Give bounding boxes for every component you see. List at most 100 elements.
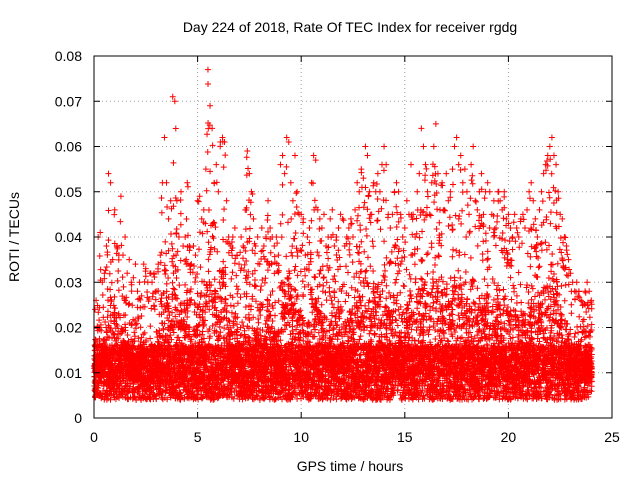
data-point: [279, 234, 285, 240]
data-point: [286, 275, 292, 281]
data-point: [170, 280, 176, 286]
data-point: [290, 198, 296, 204]
data-point: [285, 219, 291, 225]
data-point: [222, 152, 228, 158]
data-point: [175, 334, 181, 340]
data-point: [147, 323, 153, 329]
data-point: [116, 287, 122, 293]
data-point: [129, 302, 135, 308]
data-point: [320, 283, 326, 289]
data-point: [115, 278, 121, 284]
data-point: [272, 254, 278, 260]
data-point: [300, 293, 306, 299]
data-point: [327, 216, 333, 222]
data-point: [111, 212, 117, 218]
data-point: [98, 267, 104, 273]
data-point: [176, 282, 182, 288]
data-point: [137, 305, 143, 311]
data-point: [244, 148, 250, 154]
data-point: [294, 204, 300, 210]
data-point: [207, 103, 213, 109]
data-point: [293, 263, 299, 269]
data-point: [188, 286, 194, 292]
data-point: [258, 248, 264, 254]
data-point: [252, 277, 258, 283]
data-point: [318, 238, 324, 244]
data-point: [129, 288, 135, 294]
data-point: [234, 283, 240, 289]
data-point: [143, 273, 149, 279]
data-point: [178, 222, 184, 228]
data-point: [197, 264, 203, 270]
data-point: [205, 149, 211, 155]
data-point: [316, 271, 322, 277]
data-point: [256, 308, 262, 314]
data-point: [111, 305, 117, 311]
data-point: [327, 289, 333, 295]
data-point: [152, 306, 158, 312]
data-point: [229, 239, 235, 245]
data-point: [118, 193, 124, 199]
data-point: [105, 237, 111, 243]
data-point: [182, 282, 188, 288]
data-point: [220, 259, 226, 265]
data-point: [328, 297, 334, 303]
data-point: [272, 313, 278, 319]
data-point: [173, 126, 179, 132]
data-point: [288, 180, 294, 186]
data-point: [135, 304, 141, 310]
data-point: [232, 260, 238, 266]
data-point: [173, 230, 179, 236]
data-point: [132, 261, 138, 267]
data-point: [103, 243, 109, 249]
data-point: [312, 274, 318, 280]
data-point: [249, 247, 255, 253]
data-point: [214, 249, 220, 255]
data-point: [229, 269, 235, 275]
data-point: [235, 300, 241, 306]
data-point: [107, 271, 113, 277]
data-point: [228, 276, 234, 282]
data-point: [244, 154, 250, 160]
data-point: [319, 302, 325, 308]
data-point: [180, 243, 186, 249]
data-point: [260, 247, 266, 253]
data-point: [293, 230, 299, 236]
data-point: [314, 249, 320, 255]
data-point: [221, 206, 227, 212]
data-point: [182, 234, 188, 240]
data-point: [196, 246, 202, 252]
data-point: [295, 272, 301, 278]
data-point: [255, 234, 261, 240]
data-point: [115, 268, 121, 274]
data-point: [300, 338, 306, 344]
data-point: [100, 304, 106, 310]
data-point: [327, 293, 333, 299]
data-point: [205, 268, 211, 274]
data-point: [164, 180, 170, 186]
data-point: [252, 282, 258, 288]
data-point: [165, 275, 171, 281]
data-point: [163, 268, 169, 274]
data-point: [120, 274, 126, 280]
data-point: [142, 330, 148, 336]
data-point: [242, 262, 248, 268]
data-point: [187, 289, 193, 295]
data-point: [294, 189, 300, 195]
data-point: [178, 211, 184, 217]
roti-scatter-chart: Day 224 of 2018, Rate Of TEC Index for r…: [0, 0, 640, 480]
data-point: [197, 229, 203, 235]
data-point: [261, 243, 267, 249]
data-point: [240, 255, 246, 261]
data-point: [324, 250, 330, 256]
data-point: [300, 278, 306, 284]
data-point: [324, 279, 330, 285]
data-point: [221, 335, 227, 341]
data-point: [215, 337, 221, 343]
data-point: [205, 256, 211, 262]
data-point: [169, 256, 175, 262]
data-point: [230, 234, 236, 240]
data-point: [212, 305, 218, 311]
data-point: [109, 280, 115, 286]
data-point: [322, 290, 328, 296]
